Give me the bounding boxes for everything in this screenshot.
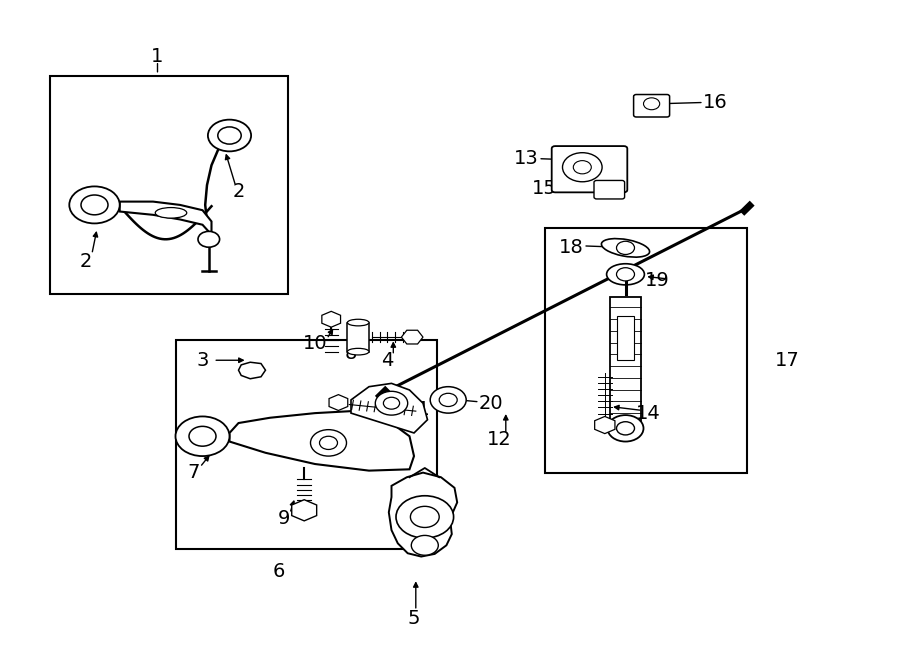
Circle shape: [81, 195, 108, 215]
Circle shape: [411, 535, 438, 555]
Bar: [617, 317, 634, 360]
Circle shape: [176, 416, 230, 456]
Bar: [544, 228, 747, 473]
Text: 6: 6: [273, 563, 285, 581]
Text: 13: 13: [514, 149, 539, 168]
FancyBboxPatch shape: [552, 146, 627, 192]
Circle shape: [573, 161, 591, 174]
Circle shape: [320, 436, 338, 449]
Text: 14: 14: [635, 404, 661, 422]
Ellipse shape: [601, 239, 650, 257]
Text: 4: 4: [381, 351, 393, 369]
Circle shape: [644, 98, 660, 110]
Bar: [347, 323, 369, 352]
Polygon shape: [351, 383, 428, 433]
Bar: [610, 297, 641, 423]
Circle shape: [439, 393, 457, 407]
Circle shape: [616, 422, 634, 435]
FancyBboxPatch shape: [634, 95, 670, 117]
Text: 11: 11: [406, 401, 431, 419]
Polygon shape: [238, 362, 266, 379]
Text: 12: 12: [487, 430, 512, 449]
Circle shape: [616, 241, 634, 254]
Circle shape: [218, 127, 241, 144]
FancyBboxPatch shape: [594, 180, 625, 199]
Bar: [50, 76, 288, 294]
Circle shape: [396, 496, 454, 538]
Text: 19: 19: [644, 272, 670, 290]
Circle shape: [616, 268, 634, 281]
Text: 10: 10: [302, 334, 328, 353]
Polygon shape: [230, 411, 414, 471]
Circle shape: [189, 426, 216, 446]
Circle shape: [608, 415, 643, 442]
Polygon shape: [389, 473, 457, 557]
Polygon shape: [120, 202, 212, 235]
Circle shape: [310, 430, 346, 456]
Circle shape: [562, 153, 602, 182]
Text: 17: 17: [775, 351, 800, 369]
Text: 2: 2: [232, 182, 245, 201]
Circle shape: [410, 506, 439, 527]
Text: 2: 2: [79, 252, 92, 270]
Circle shape: [198, 231, 220, 247]
Bar: [176, 340, 436, 549]
Text: 18: 18: [559, 239, 584, 257]
Text: 7: 7: [187, 463, 200, 482]
Ellipse shape: [347, 319, 369, 326]
Circle shape: [375, 391, 408, 415]
Text: 3: 3: [196, 351, 209, 369]
Text: 15: 15: [532, 179, 557, 198]
Ellipse shape: [347, 348, 369, 355]
Ellipse shape: [155, 208, 187, 218]
Circle shape: [383, 397, 400, 409]
Circle shape: [430, 387, 466, 413]
Text: 9: 9: [277, 510, 290, 528]
Circle shape: [208, 120, 251, 151]
Ellipse shape: [607, 264, 644, 285]
Text: 5: 5: [408, 609, 420, 627]
Text: 8: 8: [345, 344, 357, 363]
Text: 20: 20: [478, 394, 503, 412]
Text: 16: 16: [703, 93, 728, 112]
Text: 1: 1: [151, 47, 164, 65]
Circle shape: [69, 186, 120, 223]
